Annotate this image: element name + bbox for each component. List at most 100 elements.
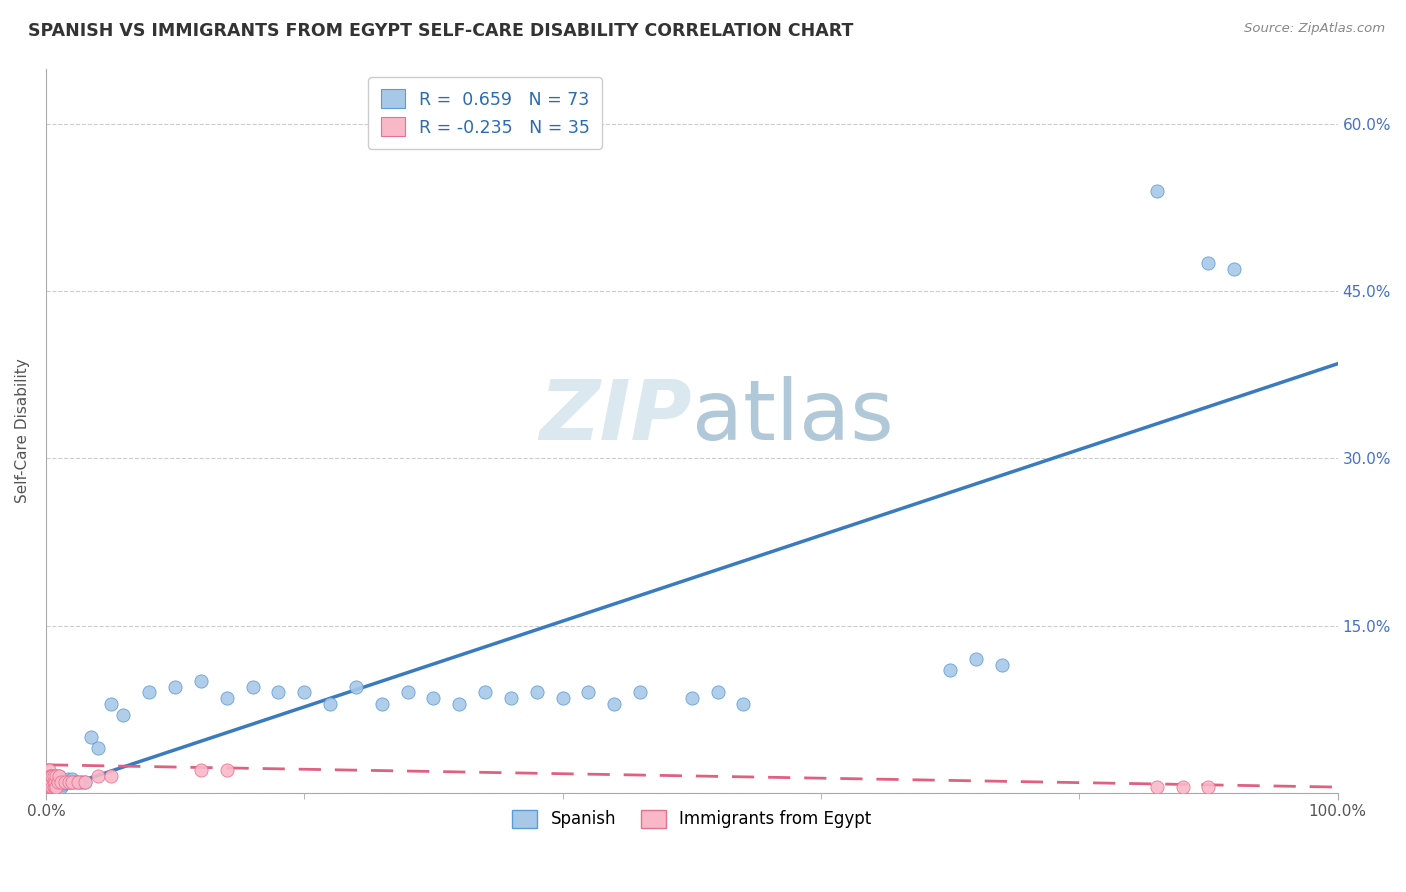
Point (55, 774, 77, 789)
Point (51, 780, 73, 794)
Point (60, 774, 83, 789)
Point (138, 685, 160, 699)
Point (526, 685, 548, 699)
Point (1146, 184, 1168, 198)
Point (48, 769, 70, 783)
Point (38, 774, 60, 789)
Point (41, 769, 63, 783)
Point (1223, 262, 1246, 277)
Point (67, 774, 90, 789)
Point (37, 780, 59, 794)
Point (45, 769, 67, 783)
Point (59, 774, 82, 789)
Point (1198, 780, 1220, 794)
Point (215, 690, 238, 705)
Point (53, 774, 76, 789)
Point (41, 774, 63, 789)
Point (42, 774, 65, 789)
Point (38, 780, 60, 794)
Point (190, 764, 212, 778)
Point (706, 685, 728, 699)
Point (39, 774, 62, 789)
Point (603, 697, 626, 711)
Point (42, 769, 65, 783)
Point (100, 697, 122, 711)
Point (39, 780, 62, 794)
Point (422, 690, 444, 705)
Point (53, 774, 76, 789)
Y-axis label: Self-Care Disability: Self-Care Disability (15, 359, 30, 503)
Text: Source: ZipAtlas.com: Source: ZipAtlas.com (1244, 22, 1385, 36)
Point (38, 780, 60, 794)
Point (371, 697, 394, 711)
Point (39, 774, 62, 789)
Point (63, 774, 86, 789)
Point (190, 674, 212, 689)
Point (45, 780, 67, 794)
Point (41, 780, 63, 794)
Point (44, 769, 66, 783)
Point (45, 774, 67, 789)
Point (44, 780, 66, 794)
Point (51, 774, 73, 789)
Point (474, 685, 496, 699)
Point (41, 769, 63, 783)
Text: ZIP: ZIP (538, 376, 692, 457)
Point (319, 697, 342, 711)
Point (38, 780, 60, 794)
Point (267, 685, 290, 699)
Point (86, 741, 108, 756)
Point (39, 769, 62, 783)
Point (965, 652, 987, 666)
Point (51, 774, 73, 789)
Point (69, 774, 91, 789)
Point (60, 772, 83, 787)
Point (41, 780, 63, 794)
Point (39, 780, 62, 794)
Point (45, 769, 67, 783)
Point (46, 774, 69, 789)
Point (39, 769, 62, 783)
Point (449, 697, 471, 711)
Point (551, 690, 574, 705)
Point (37, 780, 59, 794)
Point (52, 777, 75, 791)
Point (46, 780, 69, 794)
Point (58, 774, 80, 789)
Point (344, 680, 367, 694)
Point (578, 685, 600, 699)
Legend: Spanish, Immigrants from Egypt: Spanish, Immigrants from Egypt (505, 803, 879, 835)
Point (48, 769, 70, 783)
Point (56, 772, 79, 787)
Point (73, 774, 96, 789)
Point (396, 685, 419, 699)
Point (38, 769, 60, 783)
Point (42, 780, 65, 794)
Point (215, 764, 238, 778)
Point (100, 769, 122, 783)
Point (939, 663, 962, 677)
Point (165, 680, 187, 694)
Point (48, 774, 70, 789)
Point (242, 680, 264, 694)
Point (38, 780, 60, 794)
Point (38, 774, 60, 789)
Point (38, 764, 60, 778)
Point (991, 657, 1014, 672)
Point (1171, 780, 1194, 794)
Point (38, 774, 60, 789)
Point (38, 774, 60, 789)
Point (53, 774, 76, 789)
Point (58, 774, 80, 789)
Point (48, 780, 70, 794)
Point (44, 780, 66, 794)
Point (66, 774, 89, 789)
Point (46, 774, 69, 789)
Point (70, 774, 93, 789)
Text: SPANISH VS IMMIGRANTS FROM EGYPT SELF-CARE DISABILITY CORRELATION CHART: SPANISH VS IMMIGRANTS FROM EGYPT SELF-CA… (28, 22, 853, 40)
Point (292, 685, 315, 699)
Point (733, 697, 755, 711)
Point (499, 690, 522, 705)
Point (681, 690, 703, 705)
Point (38, 769, 60, 783)
